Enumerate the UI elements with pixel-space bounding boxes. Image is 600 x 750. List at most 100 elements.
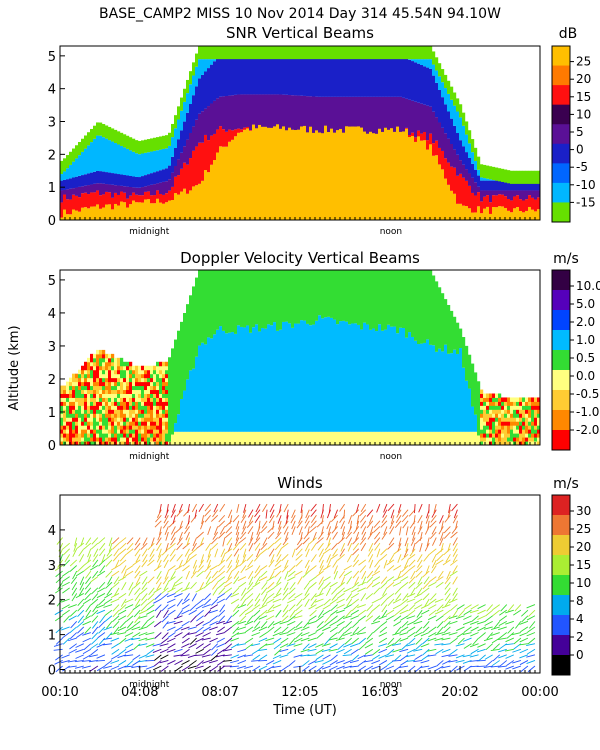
snr-cell bbox=[114, 203, 118, 220]
snr-cell bbox=[357, 117, 361, 220]
wind-barb bbox=[176, 542, 183, 551]
wind-barb bbox=[414, 593, 423, 599]
snr-cell bbox=[69, 164, 73, 179]
doppler-cell bbox=[141, 441, 145, 446]
wind-barb bbox=[230, 654, 240, 659]
wind-barb bbox=[276, 576, 282, 585]
doppler-cell bbox=[159, 437, 163, 442]
snr-cell bbox=[99, 208, 103, 220]
doppler-cell bbox=[117, 389, 121, 394]
wind-barb bbox=[476, 665, 486, 667]
wind-barb bbox=[131, 665, 141, 669]
doppler-cell bbox=[114, 409, 118, 414]
doppler-cell bbox=[381, 330, 385, 432]
doppler-cell bbox=[180, 321, 184, 399]
wind-barb bbox=[252, 665, 261, 672]
wind-barb bbox=[154, 632, 162, 639]
wind-barb bbox=[155, 576, 162, 585]
wind-barb bbox=[386, 576, 395, 583]
doppler-cell bbox=[96, 361, 100, 367]
wind-barb bbox=[325, 587, 331, 597]
wind-barb bbox=[430, 565, 437, 574]
wind-barb bbox=[357, 665, 367, 672]
snr-cell bbox=[141, 195, 145, 203]
wind-barb bbox=[324, 637, 331, 646]
doppler-cell bbox=[336, 431, 340, 445]
wind-barb bbox=[493, 621, 501, 629]
doppler-cell bbox=[213, 270, 217, 335]
snr-cell bbox=[444, 88, 448, 105]
wind-barb bbox=[462, 637, 472, 642]
wind-barb bbox=[74, 537, 78, 547]
doppler-cell bbox=[147, 405, 151, 410]
wind-barb bbox=[438, 526, 444, 535]
snr-cell bbox=[204, 134, 208, 171]
wind-barb bbox=[394, 626, 402, 635]
wind-barb bbox=[154, 520, 162, 528]
doppler-cell bbox=[153, 413, 157, 418]
doppler-cell bbox=[231, 270, 235, 333]
wind-barb bbox=[393, 548, 402, 555]
wind-barb bbox=[395, 515, 402, 524]
doppler-cell bbox=[390, 270, 394, 327]
doppler-cell bbox=[516, 413, 520, 418]
doppler-cell bbox=[303, 270, 307, 321]
wind-barb bbox=[340, 576, 346, 586]
x-tick-label: 00:10 bbox=[41, 685, 78, 700]
doppler-cell bbox=[105, 361, 109, 367]
wind-barb bbox=[293, 626, 303, 631]
doppler-cell bbox=[111, 385, 115, 391]
snr-cell bbox=[402, 131, 406, 220]
wind-barb bbox=[342, 665, 352, 669]
snr-cell bbox=[459, 173, 463, 204]
wind-barb bbox=[196, 660, 204, 667]
snr-cell bbox=[519, 190, 523, 200]
snr-cell bbox=[384, 96, 388, 128]
doppler-cell bbox=[471, 431, 475, 445]
doppler-cell bbox=[90, 437, 94, 442]
snr-cell bbox=[78, 155, 82, 176]
snr-cell bbox=[87, 132, 91, 146]
snr-cell bbox=[435, 57, 439, 71]
snr-cell bbox=[474, 212, 478, 220]
doppler-cell bbox=[513, 397, 517, 402]
doppler-cell bbox=[399, 327, 403, 432]
doppler-cell bbox=[123, 421, 127, 426]
doppler-cell bbox=[165, 413, 169, 418]
doppler-cell bbox=[66, 413, 70, 418]
doppler-cell bbox=[495, 433, 499, 438]
doppler-cell bbox=[144, 433, 148, 438]
wind-barb bbox=[140, 598, 148, 606]
snr-cell bbox=[120, 132, 124, 146]
snr-cell bbox=[99, 195, 103, 209]
wind-barb bbox=[287, 576, 296, 582]
doppler-cell bbox=[138, 369, 142, 375]
wind-barb bbox=[361, 570, 367, 580]
doppler-cell bbox=[489, 393, 493, 398]
doppler-cell bbox=[363, 431, 367, 445]
wind-barb bbox=[83, 643, 92, 650]
wind-barb bbox=[229, 665, 239, 668]
doppler-cell bbox=[156, 441, 160, 446]
wind-barb bbox=[405, 526, 409, 536]
doppler-cell bbox=[348, 324, 352, 432]
wind-barb bbox=[295, 604, 303, 612]
doppler-cell bbox=[384, 431, 388, 445]
wind-barb bbox=[308, 604, 317, 610]
wind-barb bbox=[415, 565, 423, 573]
wind-barb bbox=[159, 648, 169, 654]
snr-cell bbox=[528, 190, 532, 196]
wind-barb bbox=[373, 520, 381, 528]
snr-cell bbox=[318, 117, 322, 220]
wind-barb bbox=[353, 554, 360, 563]
doppler-cell bbox=[477, 381, 481, 436]
doppler-cell bbox=[459, 328, 463, 349]
wind-barb bbox=[359, 565, 367, 573]
doppler-cell bbox=[405, 431, 409, 445]
wind-barb bbox=[62, 542, 70, 550]
doppler-cell bbox=[96, 429, 100, 434]
wind-barb bbox=[67, 665, 77, 668]
doppler-cell bbox=[111, 393, 115, 398]
x-tick-label: 04:08 bbox=[121, 685, 158, 700]
